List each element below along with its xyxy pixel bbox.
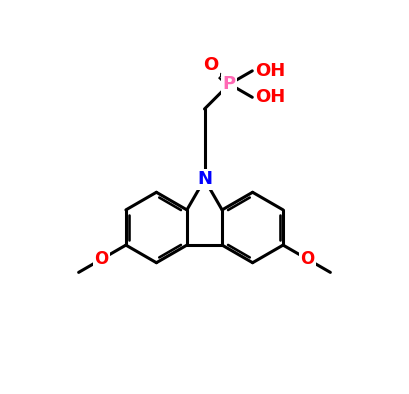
Text: N: N bbox=[197, 170, 212, 188]
Text: OH: OH bbox=[255, 62, 285, 80]
Text: OH: OH bbox=[255, 88, 285, 106]
Text: O: O bbox=[300, 250, 315, 268]
Text: O: O bbox=[94, 250, 109, 268]
Text: P: P bbox=[223, 75, 236, 93]
Text: O: O bbox=[203, 56, 218, 74]
